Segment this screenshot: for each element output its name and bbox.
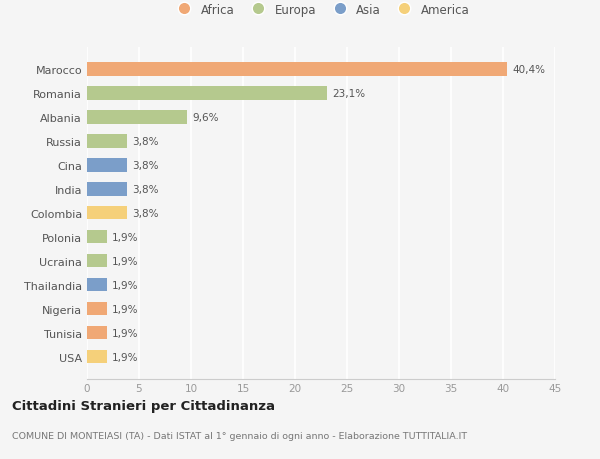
Text: 1,9%: 1,9% (112, 232, 139, 242)
Bar (87, 302, 107, 316)
Text: 3,8%: 3,8% (132, 208, 158, 218)
Legend: Africa, Europa, Asia, America: Africa, Europa, Asia, America (170, 1, 472, 19)
Bar (87, 87, 327, 101)
Text: 9,6%: 9,6% (192, 113, 218, 123)
Text: 1,9%: 1,9% (112, 304, 139, 314)
Text: 40,4%: 40,4% (512, 65, 545, 75)
Bar (87, 207, 127, 220)
Bar (87, 351, 107, 364)
Text: 23,1%: 23,1% (332, 89, 365, 99)
Text: 1,9%: 1,9% (112, 280, 139, 290)
Bar (87, 279, 107, 292)
Text: 3,8%: 3,8% (132, 185, 158, 195)
Bar (87, 231, 107, 244)
Bar (87, 111, 187, 124)
Bar (87, 135, 127, 148)
Bar (87, 255, 107, 268)
Text: 3,8%: 3,8% (132, 137, 158, 146)
Text: 1,9%: 1,9% (112, 256, 139, 266)
Text: 3,8%: 3,8% (132, 161, 158, 171)
Text: 1,9%: 1,9% (112, 328, 139, 338)
Text: 1,9%: 1,9% (112, 352, 139, 362)
Text: Cittadini Stranieri per Cittadinanza: Cittadini Stranieri per Cittadinanza (12, 399, 275, 412)
Bar (87, 326, 107, 340)
Bar (87, 159, 127, 172)
Text: COMUNE DI MONTEIASI (TA) - Dati ISTAT al 1° gennaio di ogni anno - Elaborazione : COMUNE DI MONTEIASI (TA) - Dati ISTAT al… (12, 431, 467, 441)
Bar (87, 63, 507, 76)
Bar (87, 183, 127, 196)
